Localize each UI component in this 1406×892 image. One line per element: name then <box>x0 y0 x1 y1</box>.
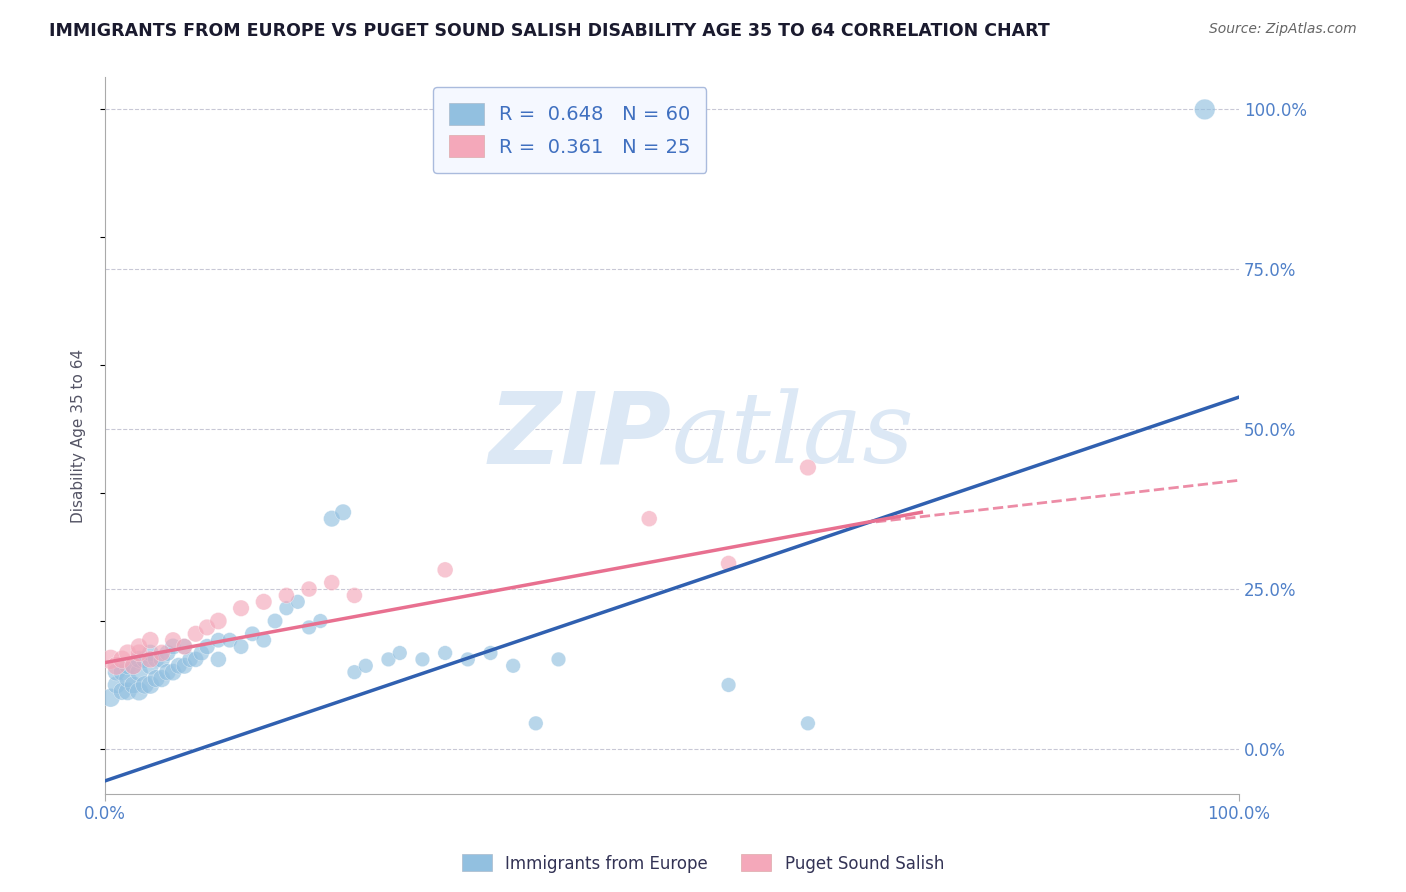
Point <box>150 672 173 686</box>
Y-axis label: Disability Age 35 to 64: Disability Age 35 to 64 <box>72 349 86 523</box>
Point <box>173 658 195 673</box>
Point <box>111 665 134 680</box>
Point <box>162 633 184 648</box>
Point <box>134 678 156 692</box>
Text: IMMIGRANTS FROM EUROPE VS PUGET SOUND SALISH DISABILITY AGE 35 TO 64 CORRELATION: IMMIGRANTS FROM EUROPE VS PUGET SOUND SA… <box>49 22 1050 40</box>
Point <box>547 652 569 666</box>
Point <box>139 652 162 666</box>
Point <box>195 640 218 654</box>
Legend: R =  0.648   N = 60, R =  0.361   N = 25: R = 0.648 N = 60, R = 0.361 N = 25 <box>433 87 706 173</box>
Point <box>207 633 229 648</box>
Point <box>190 646 212 660</box>
Point <box>105 658 128 673</box>
Point <box>111 684 134 698</box>
Text: Source: ZipAtlas.com: Source: ZipAtlas.com <box>1209 22 1357 37</box>
Point <box>264 614 287 628</box>
Point <box>309 614 332 628</box>
Point <box>717 557 740 571</box>
Point <box>253 633 276 648</box>
Point <box>117 658 139 673</box>
Point <box>128 684 150 698</box>
Point <box>128 665 150 680</box>
Point <box>122 678 145 692</box>
Point <box>167 658 190 673</box>
Point <box>173 640 195 654</box>
Point <box>184 627 207 641</box>
Point <box>354 658 377 673</box>
Legend: Immigrants from Europe, Puget Sound Salish: Immigrants from Europe, Puget Sound Sali… <box>456 847 950 880</box>
Point <box>134 652 156 666</box>
Point <box>162 640 184 654</box>
Point <box>298 582 321 596</box>
Point <box>797 460 820 475</box>
Point <box>229 601 252 615</box>
Point <box>434 563 457 577</box>
Point <box>162 665 184 680</box>
Point <box>179 652 201 666</box>
Point <box>117 672 139 686</box>
Point <box>242 627 264 641</box>
Point <box>195 620 218 634</box>
Point <box>145 652 167 666</box>
Point <box>139 646 162 660</box>
Point <box>139 678 162 692</box>
Point <box>128 646 150 660</box>
Point <box>218 633 240 648</box>
Point <box>145 672 167 686</box>
Point <box>377 652 399 666</box>
Point <box>150 652 173 666</box>
Text: ZIP: ZIP <box>489 387 672 484</box>
Point <box>717 678 740 692</box>
Point <box>184 652 207 666</box>
Point <box>411 652 433 666</box>
Point <box>122 658 145 673</box>
Point <box>276 601 298 615</box>
Point <box>117 646 139 660</box>
Point <box>287 595 309 609</box>
Text: atlas: atlas <box>672 388 915 483</box>
Point <box>100 652 122 666</box>
Point <box>122 658 145 673</box>
Point <box>128 640 150 654</box>
Point <box>173 640 195 654</box>
Point <box>321 511 343 525</box>
Point <box>332 505 354 519</box>
Point <box>524 716 547 731</box>
Point <box>117 684 139 698</box>
Point <box>276 589 298 603</box>
Point <box>100 690 122 705</box>
Point <box>1194 103 1216 117</box>
Point <box>207 614 229 628</box>
Point <box>139 658 162 673</box>
Point <box>343 665 366 680</box>
Point <box>105 665 128 680</box>
Point <box>434 646 457 660</box>
Point <box>321 575 343 590</box>
Point <box>343 589 366 603</box>
Point <box>479 646 502 660</box>
Point <box>502 658 524 673</box>
Point <box>139 633 162 648</box>
Point <box>298 620 321 634</box>
Point <box>207 652 229 666</box>
Point <box>150 646 173 660</box>
Point <box>638 511 661 525</box>
Point <box>156 665 179 680</box>
Point <box>253 595 276 609</box>
Point <box>229 640 252 654</box>
Point <box>797 716 820 731</box>
Point <box>388 646 411 660</box>
Point <box>457 652 479 666</box>
Point <box>105 678 128 692</box>
Point <box>111 652 134 666</box>
Point <box>128 652 150 666</box>
Point <box>156 646 179 660</box>
